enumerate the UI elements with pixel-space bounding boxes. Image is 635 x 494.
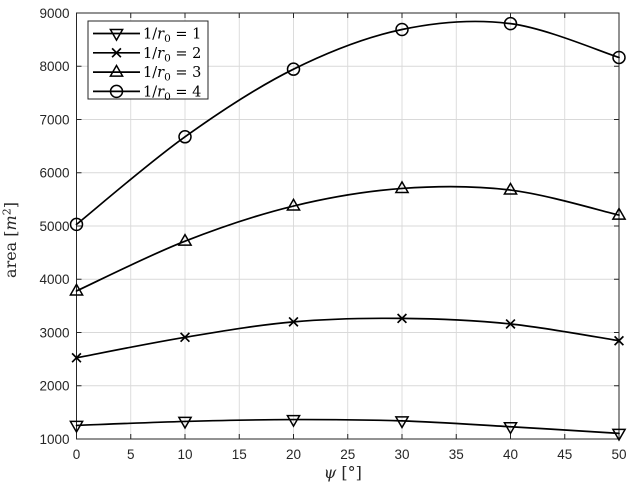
y-tick-label: 9000 [39, 6, 69, 21]
y-tick-label: 5000 [39, 219, 69, 234]
series-line [75, 418, 620, 435]
x-tick-label: 50 [611, 447, 626, 462]
circle-marker [503, 16, 518, 31]
x-tick-label: 40 [503, 447, 518, 462]
circle-marker [612, 50, 626, 65]
legend-circle-icon [109, 84, 124, 99]
y-tick-label: 3000 [39, 325, 69, 340]
triangle-up-marker [177, 233, 193, 246]
x-tick-label: 5 [127, 447, 135, 462]
x-marker [179, 332, 191, 343]
x-tick-label: 20 [286, 447, 301, 462]
y-axis-label: area [m2] [1, 202, 21, 278]
legend-entry: 1/r0 = 1 [93, 27, 201, 46]
legend-label: 1/r0 = 2 [143, 46, 201, 65]
legend-entry: 1/r0 = 4 [93, 84, 201, 103]
legend-triangle-up-icon [109, 63, 124, 77]
circle-marker [178, 130, 192, 144]
x-marker [288, 316, 299, 327]
x-tick-label: 45 [557, 447, 572, 462]
legend-entry: 1/r0 = 3 [93, 63, 201, 84]
triangle-down-marker [503, 422, 518, 435]
circle-marker [69, 217, 84, 232]
series-3 [69, 180, 627, 296]
y-tick-label: 1000 [39, 432, 69, 447]
x-tick-label: 30 [394, 447, 409, 462]
triangle-down-marker [177, 416, 193, 430]
triangle-up-marker [394, 180, 410, 194]
legend-triangle-down-icon [109, 28, 124, 42]
legend-label: 1/r0 = 4 [143, 84, 201, 103]
y-tick-label: 8000 [39, 59, 69, 74]
series-2 [71, 313, 625, 363]
triangle-up-marker [611, 206, 627, 220]
legend-x-icon [111, 47, 122, 58]
triangle-down-marker [69, 420, 84, 434]
x-tick-label: 10 [177, 447, 192, 462]
series-1 [69, 414, 627, 442]
x-marker [505, 318, 516, 329]
x-marker [396, 313, 408, 324]
legend-entry: 1/r0 = 2 [93, 46, 201, 65]
x-tick-label: 0 [73, 447, 81, 462]
y-tick-label: 2000 [39, 379, 69, 394]
triangle-up-marker [69, 282, 84, 296]
x-marker [71, 352, 82, 363]
series-line [75, 20, 620, 226]
triangle-up-marker [286, 197, 301, 211]
x-tick-label: 15 [232, 447, 247, 462]
x-tick-label: 35 [449, 447, 464, 462]
triangle-up-marker [503, 181, 518, 195]
x-axis-label: ψ [°] [324, 463, 362, 482]
series-line [75, 317, 620, 359]
triangle-down-marker [611, 428, 627, 442]
y-tick-label: 7000 [39, 112, 69, 127]
circle-marker [395, 22, 409, 37]
y-tick-label: 4000 [39, 272, 69, 287]
x-marker [613, 335, 625, 346]
y-tick-label: 6000 [39, 166, 69, 181]
circle-marker [286, 62, 301, 76]
series-4 [69, 16, 626, 232]
x-tick-label: 25 [340, 447, 355, 462]
triangle-down-marker [286, 414, 301, 428]
legend-label: 1/r0 = 3 [143, 65, 201, 84]
legend-label: 1/r0 = 1 [143, 27, 201, 46]
triangle-down-marker [394, 416, 410, 429]
series-line [75, 185, 620, 292]
legend: 1/r0 = 11/r0 = 21/r0 = 31/r0 = 4 [87, 20, 209, 103]
